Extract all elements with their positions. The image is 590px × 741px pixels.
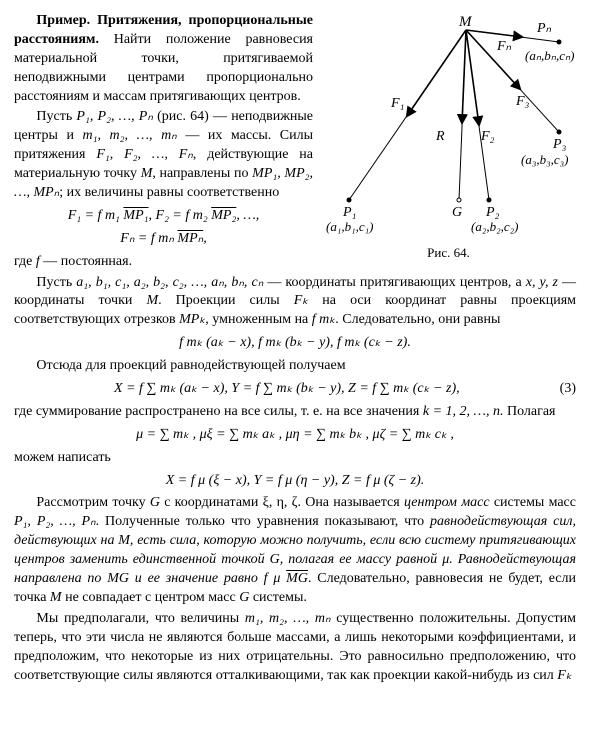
t: , …, xyxy=(236,208,259,223)
svg-text:R: R xyxy=(435,129,445,144)
svg-text:F₃: F₃ xyxy=(515,94,530,109)
equation-4: μ = ∑ mₖ , μξ = ∑ mₖ aₖ , μη = ∑ mₖ bₖ ,… xyxy=(14,426,576,445)
t: центром масс xyxy=(404,495,490,510)
t: f mₖ xyxy=(312,312,335,327)
paragraph-7: можем написать xyxy=(14,449,576,468)
t: k = 1, 2, …, n. xyxy=(423,404,504,419)
t: системы масс xyxy=(490,495,576,510)
t: X = f ∑ mₖ (aₖ − x), Y = f ∑ mₖ (bₖ − y)… xyxy=(114,381,460,396)
equation-2: f mₖ (aₖ − x), f mₖ (bₖ − y), f mₖ (cₖ −… xyxy=(14,334,576,353)
svg-text:(a₂,b₂,c₂): (a₂,b₂,c₂) xyxy=(471,219,519,234)
t: Рассмотрим точку xyxy=(36,495,149,510)
t: не совпадает с центром масс xyxy=(62,590,240,605)
t: MPₙ xyxy=(177,231,203,246)
t: , направлены по xyxy=(152,166,252,181)
paragraph-4: Пусть a₁, b₁, c₁, a₂, b₂, c₂, …, aₙ, bₙ,… xyxy=(14,274,576,331)
paragraph-8: Рассмотрим точку G с координатами ξ, η, … xyxy=(14,494,576,607)
figure-caption: Рис. 64. xyxy=(321,244,576,262)
paragraph-6: где суммирование распространено на все с… xyxy=(14,403,576,422)
equation-3: X = f ∑ mₖ (aₖ − x), Y = f ∑ mₖ (bₖ − y)… xyxy=(14,380,576,399)
t: a₁, b₁, c₁, a₂, b₂, c₂, …, aₙ, bₙ, cₙ xyxy=(76,275,263,290)
t: MP₂ xyxy=(211,208,236,223)
svg-text:Fₙ: Fₙ xyxy=(496,39,512,54)
figure-svg: M Pₙ (aₙ,bₙ,cₙ) Fₙ F₃ F₁ F₂ R P₁ (a₁,b₁,… xyxy=(321,12,576,242)
t: P₁, P₂, …, Pₙ xyxy=(14,514,96,529)
svg-text:Pₙ: Pₙ xyxy=(536,21,552,36)
paragraph-5: Отсюда для проекций равнодействующей пол… xyxy=(14,357,576,376)
svg-text:M: M xyxy=(458,14,473,30)
t: G xyxy=(239,590,249,605)
svg-text:P₁: P₁ xyxy=(342,205,356,220)
equation-number: (3) xyxy=(560,380,576,399)
equation-5: X = f μ (ξ − x), Y = f μ (η − y), Z = f … xyxy=(14,472,576,491)
svg-text:F₂: F₂ xyxy=(480,129,495,144)
t: Пусть xyxy=(36,275,76,290)
t: Fₖ xyxy=(557,668,572,683)
t: M xyxy=(50,590,62,605)
t: . Следовательно, они равны xyxy=(335,312,500,327)
t: Fₖ xyxy=(294,293,309,308)
svg-text:(a₃,b₃,c₃): (a₃,b₃,c₃) xyxy=(521,152,569,167)
svg-text:P₃: P₃ xyxy=(552,137,567,152)
t: системы. xyxy=(249,590,307,605)
figure-64: M Pₙ (aₙ,bₙ,cₙ) Fₙ F₃ F₁ F₂ R P₁ (a₁,b₁,… xyxy=(321,12,576,262)
t: с координатами ξ, η, ζ. Она называется xyxy=(160,495,404,510)
svg-text:(a₁,b₁,c₁): (a₁,b₁,c₁) xyxy=(326,219,374,234)
t: m₁, m₂, …, mₙ xyxy=(83,128,177,143)
paragraph-9: Мы предполагали, что величины m₁, m₂, …,… xyxy=(14,610,576,686)
svg-text:(aₙ,bₙ,cₙ): (aₙ,bₙ,cₙ) xyxy=(525,48,574,63)
t: . Проекции силы xyxy=(158,293,294,308)
t: MPₖ xyxy=(179,312,205,327)
t: F₁, F₂, …, Fₙ xyxy=(96,147,193,162)
t: G xyxy=(150,495,160,510)
svg-text:P₂: P₂ xyxy=(485,205,500,220)
t: где суммирование распространено на все с… xyxy=(14,404,423,419)
t: x, y, z xyxy=(526,275,558,290)
t: MG xyxy=(286,571,308,586)
t: M xyxy=(141,166,153,181)
t: ; их величины равны соответственно xyxy=(59,185,279,200)
t: , умноженным на xyxy=(205,312,311,327)
t: . Полученные только что уравнения показы… xyxy=(96,514,430,529)
t: MP₁ xyxy=(123,208,148,223)
t: P₁, P₂, …, Pₙ xyxy=(76,109,152,124)
t: , xyxy=(203,231,207,246)
t: m₁, m₂, …, mₙ xyxy=(245,611,331,626)
t: — постоянная. xyxy=(40,254,132,269)
t: Мы предполагали, что величины xyxy=(36,611,244,626)
t: Полагая xyxy=(503,404,555,419)
t: Fₙ = f mₙ xyxy=(120,231,177,246)
t: — координаты притягивающих центров, а xyxy=(263,275,525,290)
t: M xyxy=(146,293,158,308)
t: F₁ = f m₁ xyxy=(68,208,124,223)
t: Пусть xyxy=(36,109,76,124)
svg-text:G: G xyxy=(452,205,462,220)
t: где xyxy=(14,254,36,269)
t: , F₂ = f m₂ xyxy=(149,208,212,223)
svg-text:F₁: F₁ xyxy=(390,96,404,111)
